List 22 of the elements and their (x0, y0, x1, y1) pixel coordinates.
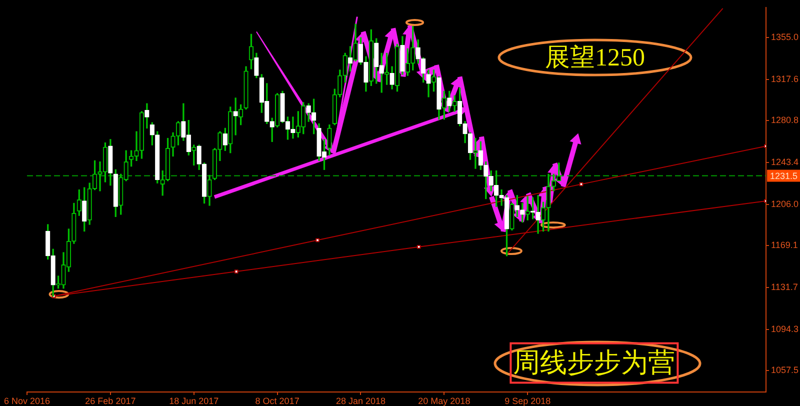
x-tick-label: 6 Nov 2016 (4, 396, 50, 406)
ref-line-label: 1231.5 (770, 170, 798, 181)
annotation: 展望1250 (545, 44, 645, 72)
y-tick-label: 1131.7 (771, 282, 798, 292)
y-tick-label: 1057.5 (771, 365, 799, 376)
annotation: 周线步步为营 (513, 348, 675, 378)
point (234, 270, 238, 274)
x-tick-label: 20 May 2018 (418, 396, 470, 406)
y-tick-label: 1317.6 (771, 74, 799, 84)
y-tick-label: 1243.4 (771, 156, 799, 167)
y-tick-label: 1206.0 (771, 198, 799, 209)
x-tick-label: 26 Feb 2017 (85, 396, 136, 406)
y-tick-label: 1280.8 (771, 115, 799, 126)
x-tick-label: 18 Jun 2017 (169, 396, 219, 406)
point (416, 244, 421, 249)
point (316, 238, 320, 242)
x-tick-label: 9 Sep 2018 (504, 396, 551, 406)
x-tick-label: 28 Jan 2018 (336, 396, 386, 406)
y-tick-label: 1355.0 (771, 32, 799, 42)
x-tick-label: 8 Oct 2017 (255, 396, 300, 406)
y-tick-label: 1169.1 (771, 240, 798, 250)
y-tick-label: 1094.3 (771, 324, 799, 334)
